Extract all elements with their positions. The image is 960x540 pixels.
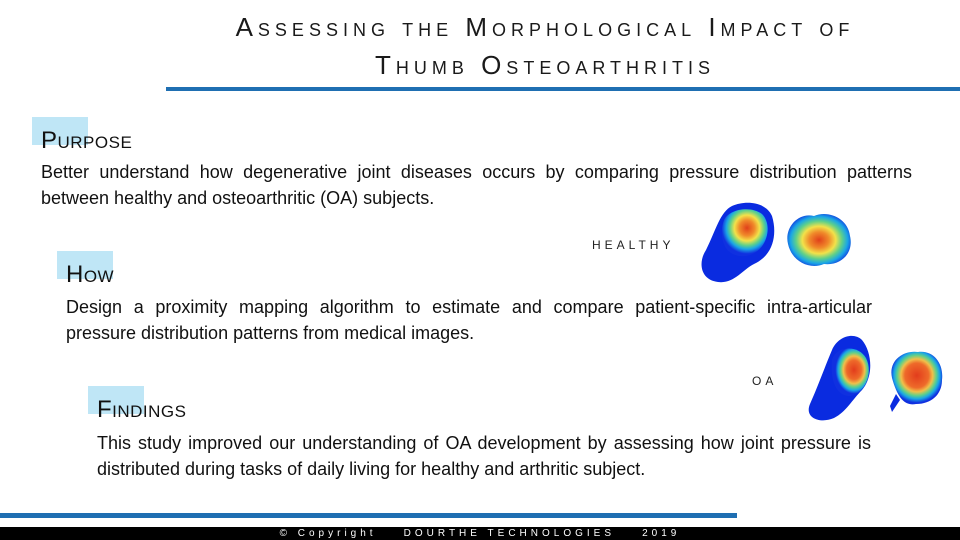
how-heading: How [66,261,115,288]
purpose-text: Better understand how degenerative joint… [41,162,912,208]
healthy-pressure-map-2 [787,214,851,266]
how-text: Design a proximity mapping algorithm to … [66,297,872,343]
oa-pressure-map-2 [890,351,943,412]
page-title: Assessing the Morphological Impact of Th… [160,8,930,84]
title-line-2: Thumb Osteoarthritis [374,50,715,80]
title-underline [166,87,960,91]
purpose-heading: Purpose [41,127,133,154]
bottom-rule [0,513,737,518]
purpose-highlight [32,117,88,145]
healthy-label: HEALTHY [592,238,675,252]
oa-label: OA [752,374,778,388]
healthy-pressure-map-1 [701,202,775,283]
findings-text: This study improved our understanding of… [97,433,871,479]
findings-heading: Findings [97,396,187,423]
copyright-footer: © Copyright DOURTHE TECHNOLOGIES 2019 [0,527,960,540]
title-line-1: Assessing the Morphological Impact of [235,12,855,42]
how-highlight [57,251,113,279]
oa-pressure-map-1 [808,335,871,421]
findings-highlight [88,386,144,414]
